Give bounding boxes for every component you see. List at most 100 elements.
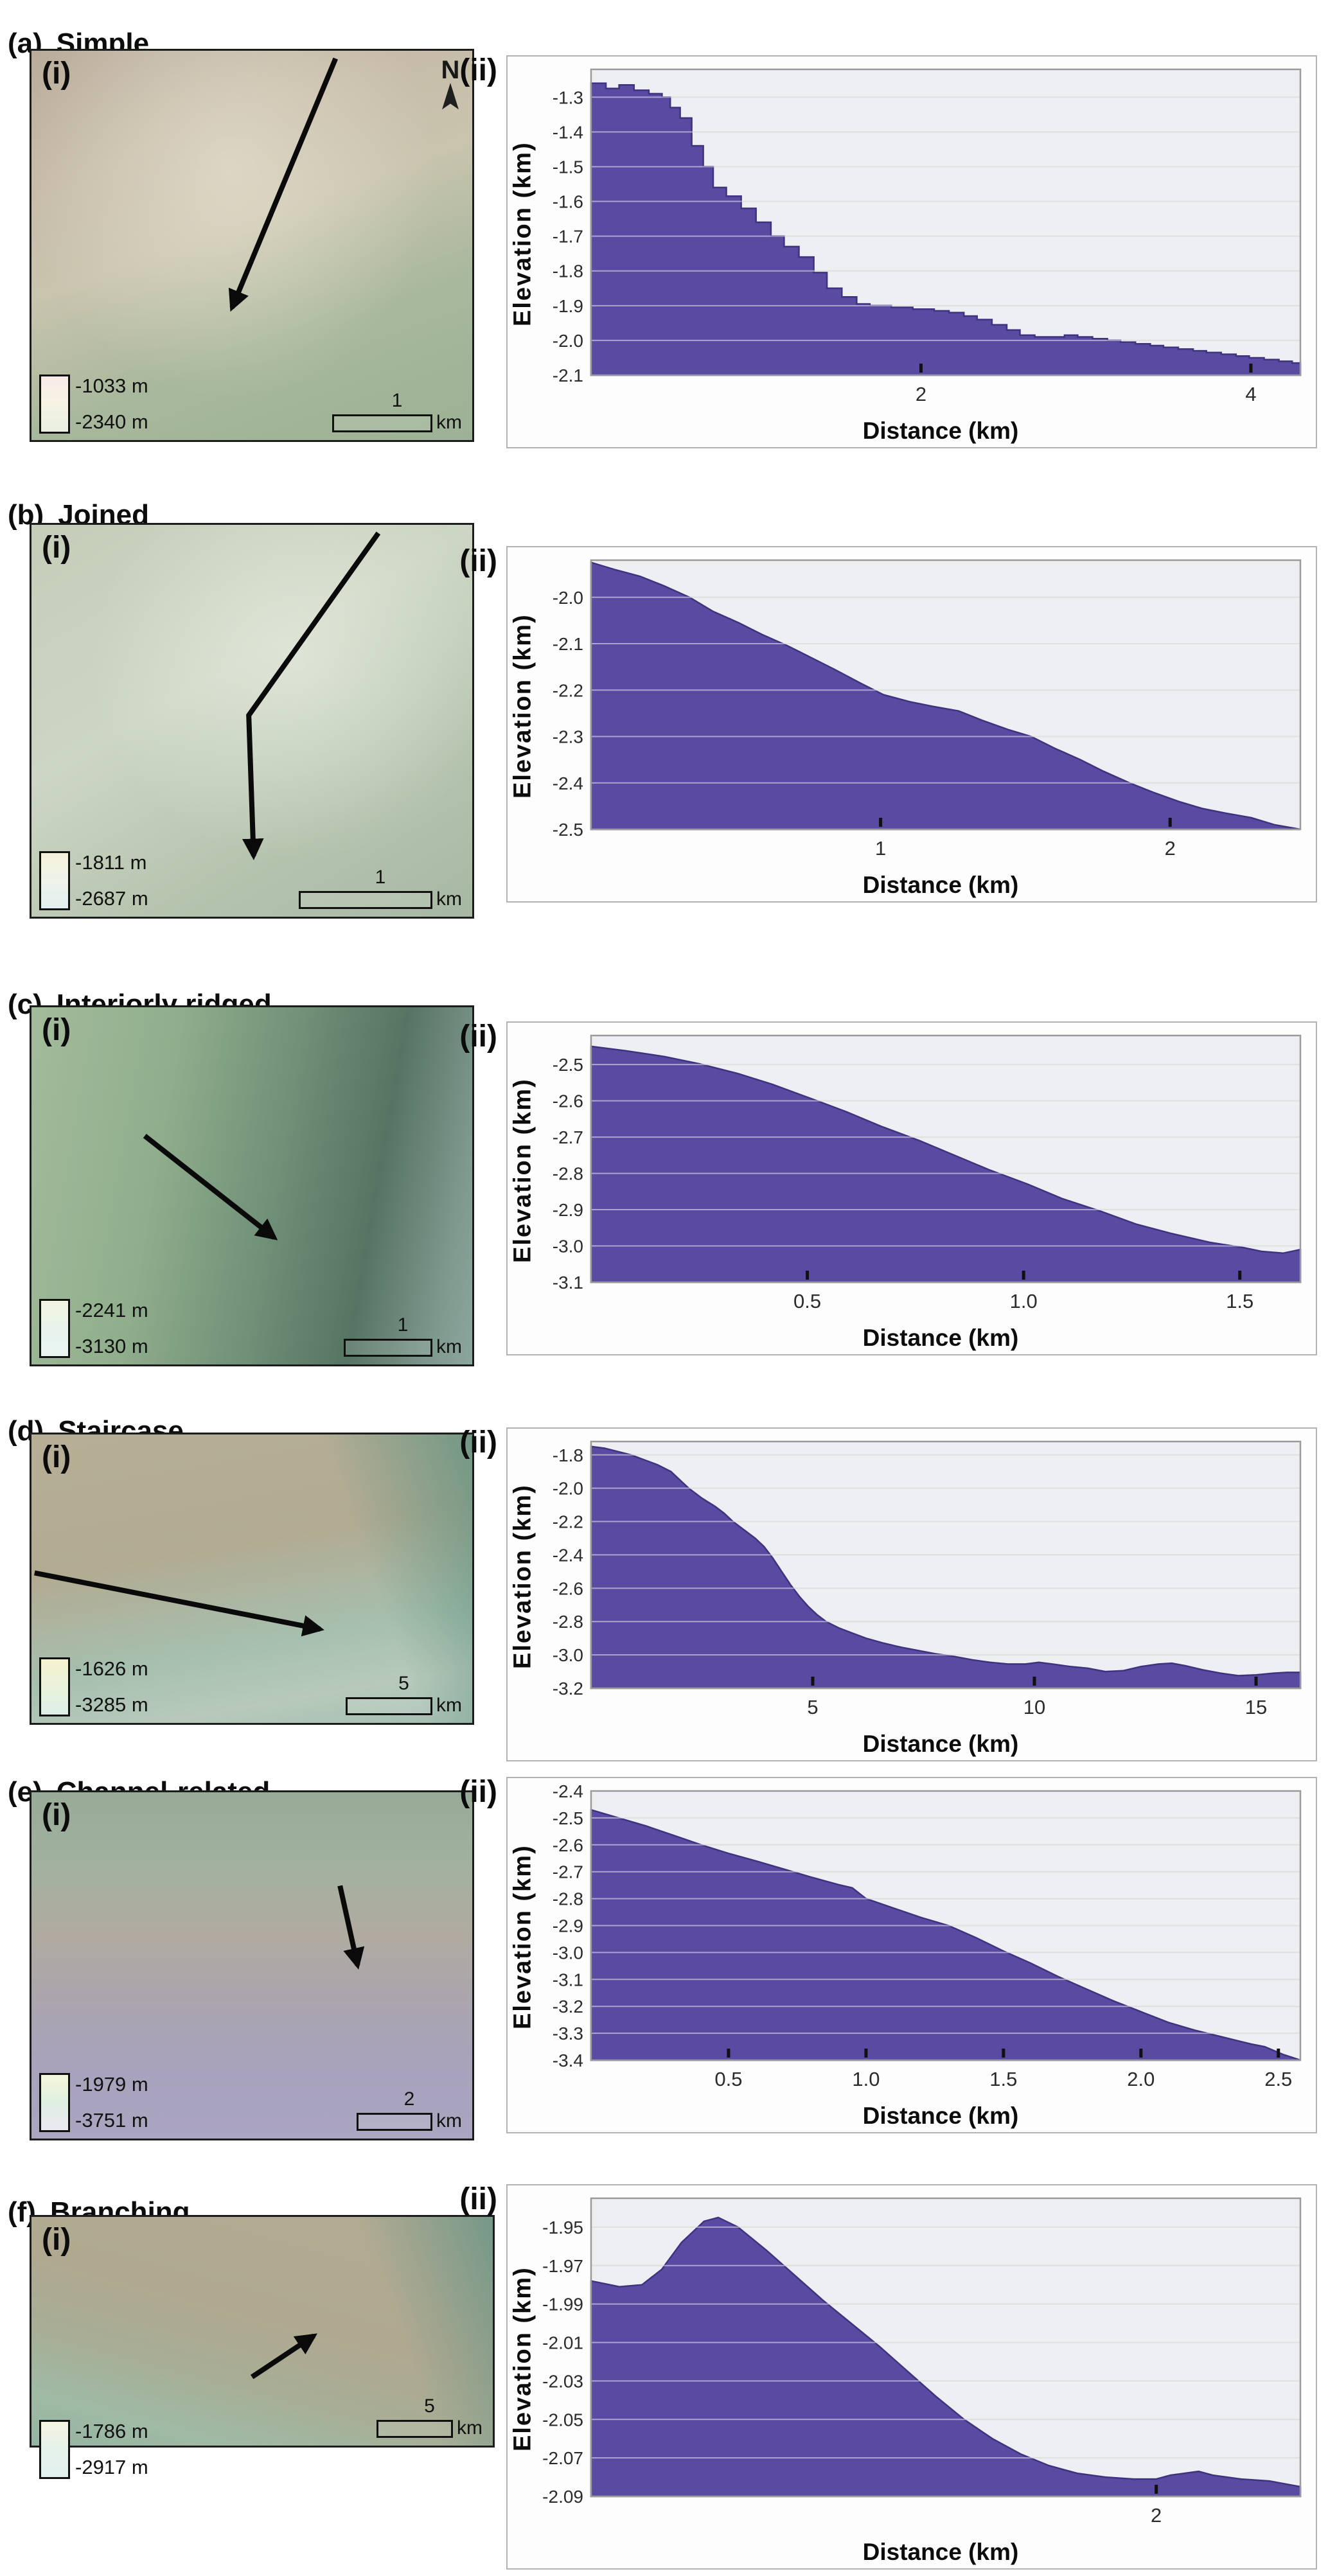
terrain-map: (i) -1786 m -2917 m 5 km (30, 2215, 495, 2479)
scale-bar-value: 1 (397, 1314, 409, 1336)
x-axis-title: Distance (km) (862, 872, 1019, 898)
legend-min-elevation: -2687 m (75, 887, 148, 910)
legend-max-elevation: -2241 m (75, 1299, 148, 1321)
svg-text:-2.01: -2.01 (542, 2333, 583, 2353)
elevation-legend: -1786 m -2917 m (39, 2420, 148, 2479)
y-axis-title: Elevation (km) (509, 613, 536, 799)
map-sublabel: (i) (42, 531, 71, 565)
svg-text:-1.8: -1.8 (553, 1445, 583, 1465)
scale-bar-rect (332, 414, 432, 432)
svg-text:-2.5: -2.5 (553, 1055, 583, 1075)
map-sublabel: (i) (42, 1013, 71, 1047)
svg-text:-2.05: -2.05 (542, 2410, 583, 2430)
terrain-image (31, 51, 472, 440)
scale-bar-rect (376, 2420, 453, 2438)
svg-text:-2.6: -2.6 (553, 1578, 583, 1598)
svg-text:-3.4: -3.4 (553, 2051, 583, 2070)
svg-text:-2.8: -2.8 (553, 1164, 583, 1184)
elevation-color-swatch (39, 1299, 70, 1358)
svg-text:-2.0: -2.0 (553, 588, 583, 608)
svg-text:-3.2: -3.2 (553, 1679, 583, 1698)
legend-max-elevation: -1786 m (75, 2420, 148, 2442)
scale-bar-row: km (344, 1337, 462, 1357)
svg-text:2: 2 (1151, 2504, 1162, 2527)
svg-text:-2.4: -2.4 (553, 1782, 583, 1801)
profile-area-plot: -1.3 -1.4 -1.5 -1.6 -1.7 -1.8 -1.9 -2.0 -2.1 2 4 (553, 68, 1302, 405)
svg-text:-3.3: -3.3 (553, 2024, 583, 2043)
map-sublabel: (i) (42, 2223, 71, 2257)
terrain-image (31, 2217, 493, 2446)
y-axis-title: Elevation (km) (509, 1844, 536, 2030)
legend-min-elevation: -2340 m (75, 410, 148, 433)
legend-max-elevation: -1033 m (75, 375, 148, 397)
svg-text:-2.0: -2.0 (553, 1479, 583, 1499)
profile-transect-arrow (250, 2333, 317, 2379)
elevation-color-swatch (39, 375, 70, 434)
svg-text:2: 2 (1165, 837, 1176, 860)
x-axis-title: Distance (km) (862, 2539, 1019, 2565)
scale-bar-rect (344, 1339, 432, 1357)
scale-bar-value: 1 (375, 867, 386, 888)
scale-bar-unit: km (436, 412, 462, 433)
scale-bar-row: km (299, 890, 462, 909)
scale-bar: 5 km (376, 2395, 483, 2438)
svg-text:-3.0: -3.0 (553, 1943, 583, 1963)
legend-min-elevation: -3285 m (75, 1693, 148, 1716)
elevation-legend: -2241 m -3130 m (39, 1299, 148, 1358)
svg-text:-2.6: -2.6 (553, 1091, 583, 1111)
scale-bar-row: km (376, 2419, 483, 2438)
profile-transect-arrow (228, 57, 338, 312)
legend-min-elevation: -2917 m (75, 2456, 148, 2478)
elevation-legend: -1626 m -3285 m (39, 1657, 148, 1716)
svg-text:-2.3: -2.3 (553, 727, 583, 747)
svg-text:-2.0: -2.0 (553, 331, 583, 351)
x-axis-title: Distance (km) (862, 1731, 1019, 1757)
svg-text:-2.2: -2.2 (553, 680, 583, 700)
x-axis-title: Distance (km) (862, 1325, 1019, 1351)
svg-text:4: 4 (1245, 383, 1256, 405)
svg-text:-2.4: -2.4 (553, 1545, 583, 1565)
svg-text:-3.1: -3.1 (553, 1970, 583, 1989)
elevation-legend-labels: -1033 m -2340 m (75, 375, 148, 434)
scale-bar-rect (357, 2113, 432, 2131)
terrain-map: (i) -2241 m -3130 m 1 km (30, 1005, 474, 1366)
svg-text:-2.07: -2.07 (542, 2448, 583, 2468)
north-letter: N (441, 56, 460, 84)
scale-bar-unit: km (457, 2417, 483, 2439)
svg-text:10: 10 (1023, 1696, 1045, 1718)
scale-bar-unit: km (436, 1695, 462, 1716)
svg-text:2.5: 2.5 (1264, 2068, 1292, 2090)
y-axis-title: Elevation (km) (509, 1484, 536, 1669)
svg-text:-1.6: -1.6 (553, 192, 583, 212)
y-axis-title: Elevation (km) (509, 1078, 536, 1263)
svg-text:-2.2: -2.2 (553, 1512, 583, 1532)
svg-text:-3.1: -3.1 (553, 1273, 583, 1292)
chart-sublabel: (ii) (459, 1775, 497, 1809)
svg-text:-1.8: -1.8 (553, 261, 583, 281)
scale-bar-value: 1 (391, 390, 403, 411)
svg-text:5: 5 (807, 1696, 818, 1718)
scale-bar: 1 km (299, 867, 462, 909)
svg-text:-2.8: -2.8 (553, 1889, 583, 1909)
terrain-image (31, 1434, 472, 1723)
profile-area-plot: -1.95 -1.97 -1.99 -2.01 -2.03 -2.05 -2.07 -2.09… (542, 2197, 1302, 2527)
scale-bar: 1 km (332, 390, 462, 432)
svg-text:-2.1: -2.1 (553, 366, 583, 385)
scale-bar-rect (346, 1697, 432, 1715)
scale-bar-row: km (332, 413, 462, 432)
svg-text:1.5: 1.5 (989, 2068, 1017, 2090)
elevation-legend: -1811 m -2687 m (39, 851, 148, 910)
scale-bar-value: 5 (424, 2395, 435, 2417)
elevation-color-swatch (39, 2420, 70, 2479)
map-sublabel: (i) (42, 1440, 71, 1474)
svg-text:-2.5: -2.5 (553, 820, 583, 840)
svg-text:2.0: 2.0 (1127, 2068, 1155, 2090)
scale-bar-value: 2 (403, 2088, 415, 2110)
chart-sublabel: (ii) (459, 1425, 497, 1460)
profile-transect-arrow (34, 1570, 324, 1637)
profile-transect-arrow (143, 1134, 278, 1240)
scale-bar-row: km (357, 2112, 462, 2131)
terrain-map: (i) -1811 m -2687 m 1 km (30, 523, 474, 919)
svg-text:-1.97: -1.97 (542, 2256, 583, 2276)
svg-text:-1.7: -1.7 (553, 227, 583, 247)
